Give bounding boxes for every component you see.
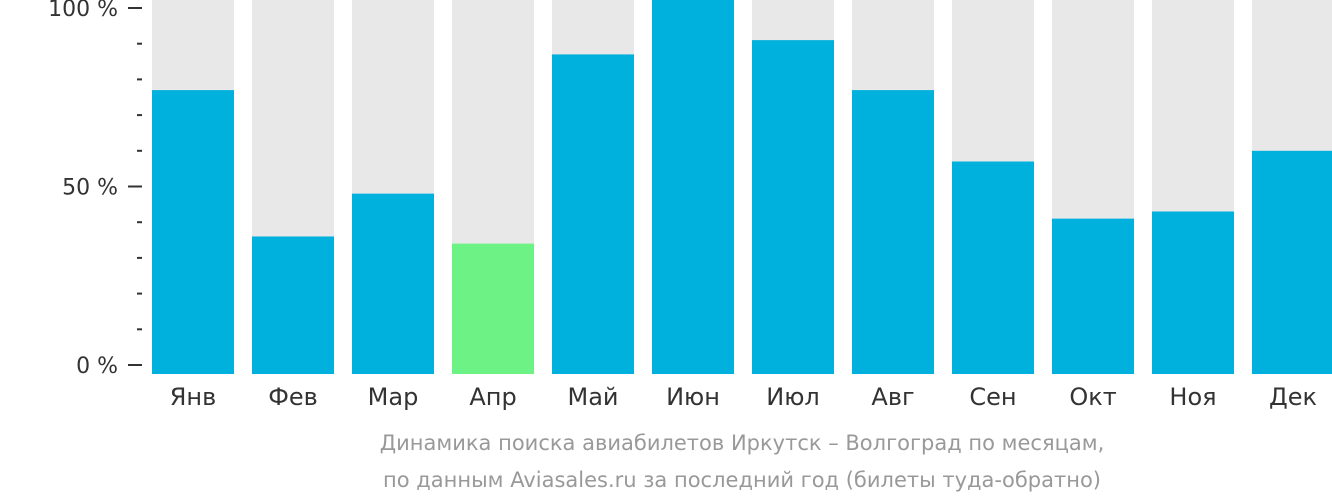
bar-10 xyxy=(1052,218,1134,374)
bar-8 xyxy=(852,90,934,375)
x-tick-label: Июл xyxy=(766,383,820,411)
x-tick-label: Июн xyxy=(666,383,720,411)
chart-caption-line-1: Динамика поиска авиабилетов Иркутск – Во… xyxy=(380,431,1105,455)
x-tick-label: Мар xyxy=(368,383,419,411)
y-tick-label: 0 % xyxy=(76,354,118,379)
y-axis: 0 % 50 % 100 % xyxy=(48,0,142,379)
bar-12 xyxy=(1252,150,1332,374)
bar-9 xyxy=(952,161,1034,374)
x-tick-label: Фев xyxy=(268,383,318,411)
bar-1 xyxy=(152,90,234,375)
chart-caption-line-2: по данным Aviasales.ru за последний год … xyxy=(383,468,1101,492)
bar-7 xyxy=(752,40,834,374)
bar-3 xyxy=(352,193,434,374)
bar-4 xyxy=(452,243,534,374)
x-tick-label: Янв xyxy=(170,383,217,411)
bar-2 xyxy=(252,236,334,374)
x-tick-label: Апр xyxy=(469,383,516,411)
x-axis: Янв Фев Мар Апр Май Июн Июл Авг Сен Окт Ноя Дек xyxy=(170,383,1317,411)
bar-5 xyxy=(552,54,634,374)
y-tick-label: 50 % xyxy=(62,176,118,201)
bar-11 xyxy=(1152,211,1234,374)
x-tick-label: Авг xyxy=(871,383,914,411)
x-tick-label: Май xyxy=(567,383,618,411)
bars xyxy=(152,0,1332,375)
y-tick-label: 100 % xyxy=(48,0,118,22)
x-tick-label: Сен xyxy=(969,383,1016,411)
x-tick-label: Ноя xyxy=(1169,383,1216,411)
bar-6 xyxy=(652,0,734,374)
x-tick-label: Дек xyxy=(1269,383,1317,411)
x-tick-label: Окт xyxy=(1069,383,1116,411)
